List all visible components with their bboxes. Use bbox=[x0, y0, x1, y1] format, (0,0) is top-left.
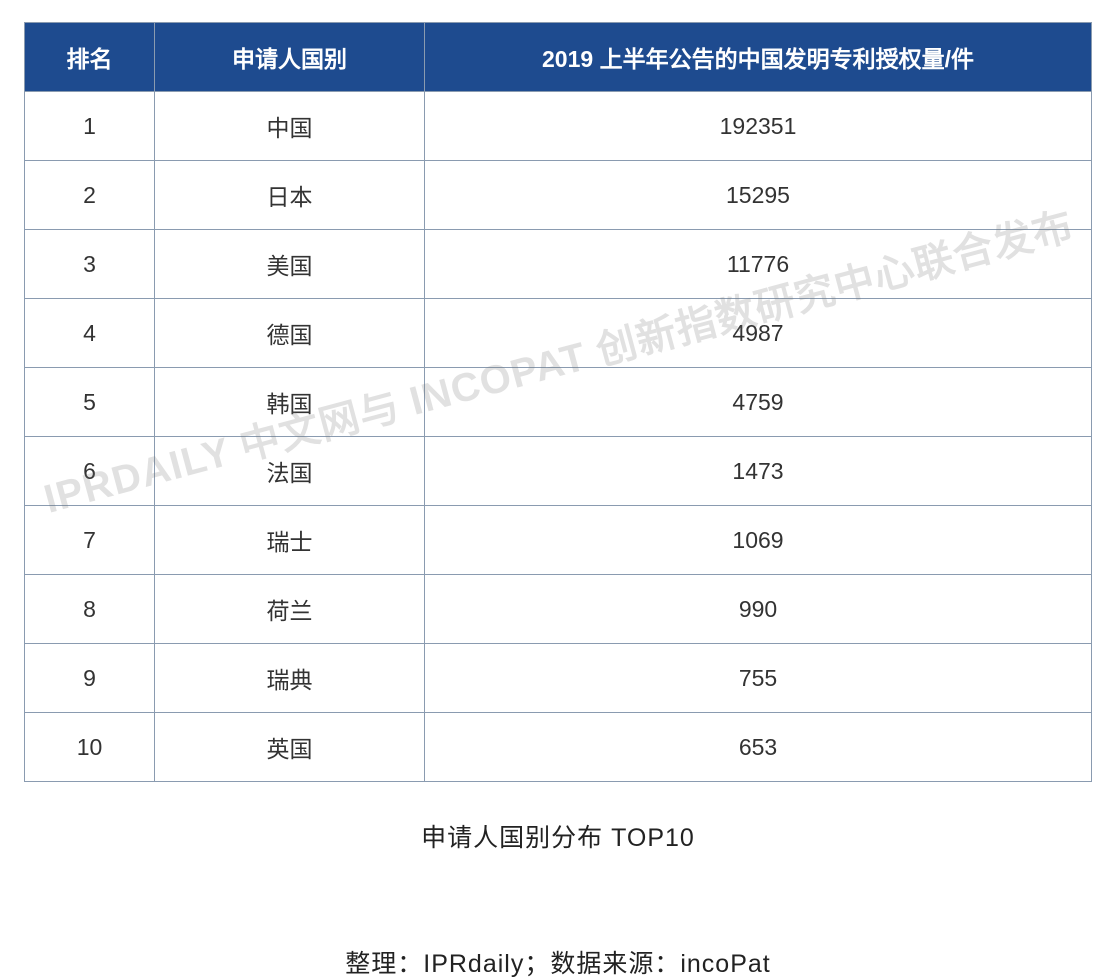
cell-value: 11776 bbox=[425, 230, 1092, 299]
table-row: 10 英国 653 bbox=[25, 713, 1092, 782]
cell-country: 瑞士 bbox=[155, 506, 425, 575]
table-body: 1 中国 192351 2 日本 15295 3 美国 11776 4 德国 4… bbox=[25, 92, 1092, 782]
cell-value: 990 bbox=[425, 575, 1092, 644]
table-caption: 申请人国别分布 TOP10 bbox=[24, 818, 1092, 854]
col-header-country: 申请人国别 bbox=[155, 23, 425, 92]
cell-country: 德国 bbox=[155, 299, 425, 368]
cell-country: 美国 bbox=[155, 230, 425, 299]
table-row: 5 韩国 4759 bbox=[25, 368, 1092, 437]
cell-rank: 7 bbox=[25, 506, 155, 575]
cell-rank: 6 bbox=[25, 437, 155, 506]
table-row: 4 德国 4987 bbox=[25, 299, 1092, 368]
cell-value: 192351 bbox=[425, 92, 1092, 161]
cell-value: 653 bbox=[425, 713, 1092, 782]
cell-country: 中国 bbox=[155, 92, 425, 161]
col-header-rank: 排名 bbox=[25, 23, 155, 92]
content-container: 排名 申请人国别 2019 上半年公告的中国发明专利授权量/件 1 中国 192… bbox=[0, 0, 1116, 980]
cell-rank: 9 bbox=[25, 644, 155, 713]
cell-country: 日本 bbox=[155, 161, 425, 230]
cell-value: 1473 bbox=[425, 437, 1092, 506]
table-header-row: 排名 申请人国别 2019 上半年公告的中国发明专利授权量/件 bbox=[25, 23, 1092, 92]
cell-rank: 4 bbox=[25, 299, 155, 368]
table-row: 2 日本 15295 bbox=[25, 161, 1092, 230]
cell-country: 英国 bbox=[155, 713, 425, 782]
cell-value: 1069 bbox=[425, 506, 1092, 575]
source-line: 整理：IPRdaily；数据来源：incoPat bbox=[24, 944, 1092, 980]
table-row: 6 法国 1473 bbox=[25, 437, 1092, 506]
table-row: 9 瑞典 755 bbox=[25, 644, 1092, 713]
table-row: 3 美国 11776 bbox=[25, 230, 1092, 299]
cell-country: 瑞典 bbox=[155, 644, 425, 713]
cell-value: 15295 bbox=[425, 161, 1092, 230]
cell-value: 4987 bbox=[425, 299, 1092, 368]
table-row: 7 瑞士 1069 bbox=[25, 506, 1092, 575]
ranking-table: 排名 申请人国别 2019 上半年公告的中国发明专利授权量/件 1 中国 192… bbox=[24, 22, 1092, 782]
cell-country: 法国 bbox=[155, 437, 425, 506]
table-row: 1 中国 192351 bbox=[25, 92, 1092, 161]
cell-rank: 10 bbox=[25, 713, 155, 782]
cell-rank: 3 bbox=[25, 230, 155, 299]
cell-country: 韩国 bbox=[155, 368, 425, 437]
cell-country: 荷兰 bbox=[155, 575, 425, 644]
col-header-value: 2019 上半年公告的中国发明专利授权量/件 bbox=[425, 23, 1092, 92]
cell-rank: 5 bbox=[25, 368, 155, 437]
cell-value: 4759 bbox=[425, 368, 1092, 437]
cell-rank: 8 bbox=[25, 575, 155, 644]
cell-rank: 2 bbox=[25, 161, 155, 230]
cell-rank: 1 bbox=[25, 92, 155, 161]
table-row: 8 荷兰 990 bbox=[25, 575, 1092, 644]
cell-value: 755 bbox=[425, 644, 1092, 713]
